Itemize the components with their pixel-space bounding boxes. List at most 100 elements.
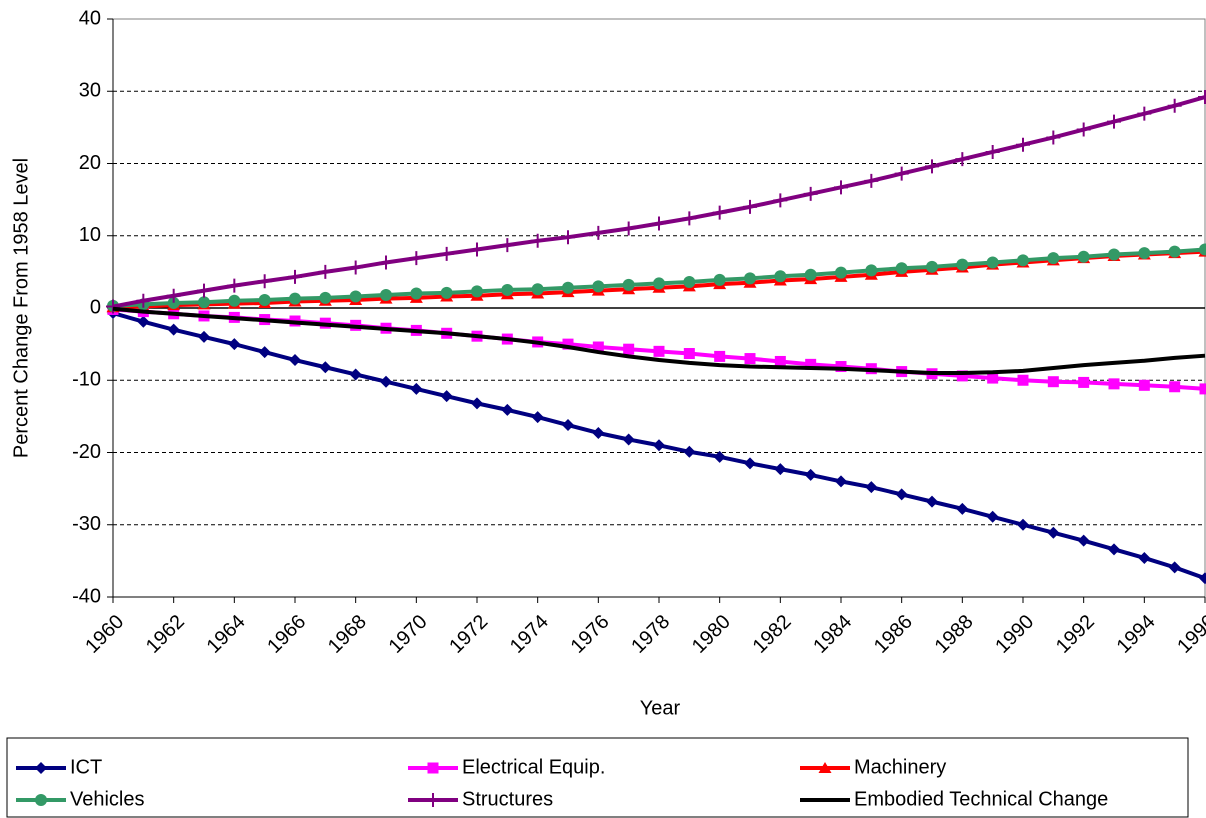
data-point: [319, 291, 332, 304]
data-point: [1046, 130, 1061, 145]
legend-marker: [818, 762, 832, 773]
x-tick-label: 1976: [567, 611, 614, 658]
data-point: [228, 338, 241, 351]
data-point: [561, 230, 575, 245]
data-point: [349, 368, 362, 381]
data-point: [621, 221, 636, 236]
data-point: [380, 288, 392, 301]
y-tick-label: -10: [72, 369, 101, 391]
y-tick-label: 20: [79, 152, 101, 174]
data-point: [319, 361, 332, 374]
data-point: [167, 296, 180, 309]
data-point: [713, 450, 726, 463]
data-point: [1199, 572, 1206, 585]
data-point: [774, 463, 787, 476]
data-point: [1076, 122, 1091, 137]
data-point: [713, 273, 726, 286]
x-tick-label: 1972: [445, 611, 492, 658]
data-point: [227, 278, 242, 293]
data-point: [653, 277, 665, 290]
x-tick-label: 1984: [809, 611, 856, 658]
data-point: [1168, 561, 1181, 574]
data-point: [1108, 543, 1120, 556]
y-tick-label: 10: [79, 224, 101, 246]
data-point: [925, 159, 939, 174]
data-point: [803, 186, 818, 201]
data-point: [683, 348, 695, 360]
x-tick-label: 1960: [81, 611, 128, 658]
data-point: [683, 445, 696, 458]
data-point: [440, 286, 453, 299]
data-point: [1138, 247, 1151, 260]
x-tick-label: 1964: [203, 611, 250, 658]
data-point: [895, 262, 908, 275]
data-point: [744, 353, 756, 365]
data-point: [592, 280, 605, 293]
data-point: [1199, 383, 1206, 395]
data-point: [198, 330, 210, 343]
data-point: [894, 166, 909, 181]
data-point: [1047, 526, 1060, 539]
data-point: [926, 260, 938, 273]
data-point: [1167, 98, 1182, 113]
data-point: [926, 495, 938, 508]
data-point: [835, 475, 847, 488]
data-point: [106, 299, 120, 314]
data-point: [865, 481, 878, 494]
data-point: [137, 315, 150, 328]
data-point: [834, 180, 848, 195]
data-point: [592, 426, 605, 439]
data-point: [985, 144, 1000, 159]
data-point: [1017, 254, 1029, 267]
data-point: [166, 288, 181, 303]
data-point: [410, 287, 423, 300]
data-point: [349, 290, 362, 303]
x-tick-label: 1996: [1173, 611, 1206, 658]
x-tick-label: 1982: [749, 611, 796, 658]
legend-box: [6, 737, 1189, 818]
data-point: [1077, 250, 1090, 263]
data-point: [500, 238, 515, 253]
x-tick-label: 1980: [688, 611, 735, 658]
data-point: [257, 274, 272, 289]
data-point: [562, 419, 574, 432]
data-point: [167, 323, 180, 336]
data-point: [1107, 114, 1121, 129]
data-point: [592, 341, 604, 353]
data-point: [653, 345, 665, 357]
data-point: [956, 258, 969, 271]
x-tick-label: 1978: [627, 611, 674, 658]
data-point: [622, 278, 635, 291]
y-tick-label: -40: [72, 585, 101, 607]
data-point: [471, 397, 483, 410]
data-point: [682, 211, 697, 226]
data-point: [865, 264, 878, 277]
data-point: [501, 403, 514, 416]
data-point: [622, 433, 635, 446]
data-point: [1137, 106, 1152, 121]
y-tick-label: 30: [79, 80, 101, 102]
x-tick-label: 1992: [1052, 611, 1099, 658]
data-point: [501, 283, 514, 296]
x-tick-label: 1966: [263, 611, 310, 658]
data-point: [440, 390, 453, 403]
data-point: [531, 411, 544, 424]
data-point: [744, 457, 756, 470]
data-point: [1108, 248, 1120, 261]
y-tick-label: 0: [90, 296, 101, 318]
data-point: [623, 343, 635, 355]
data-point: [652, 216, 666, 231]
data-point: [1017, 374, 1029, 386]
legend-marker: [427, 762, 439, 774]
data-point: [1108, 378, 1120, 390]
data-point: [956, 370, 968, 382]
legend-label: Vehicles: [70, 788, 145, 810]
data-point: [986, 256, 999, 269]
data-point: [835, 361, 847, 373]
data-point: [743, 199, 757, 214]
x-tick-label: 1962: [142, 611, 189, 658]
y-tick-label: -30: [72, 513, 101, 535]
y-tick-label: -20: [72, 441, 101, 463]
data-point: [1016, 137, 1030, 152]
